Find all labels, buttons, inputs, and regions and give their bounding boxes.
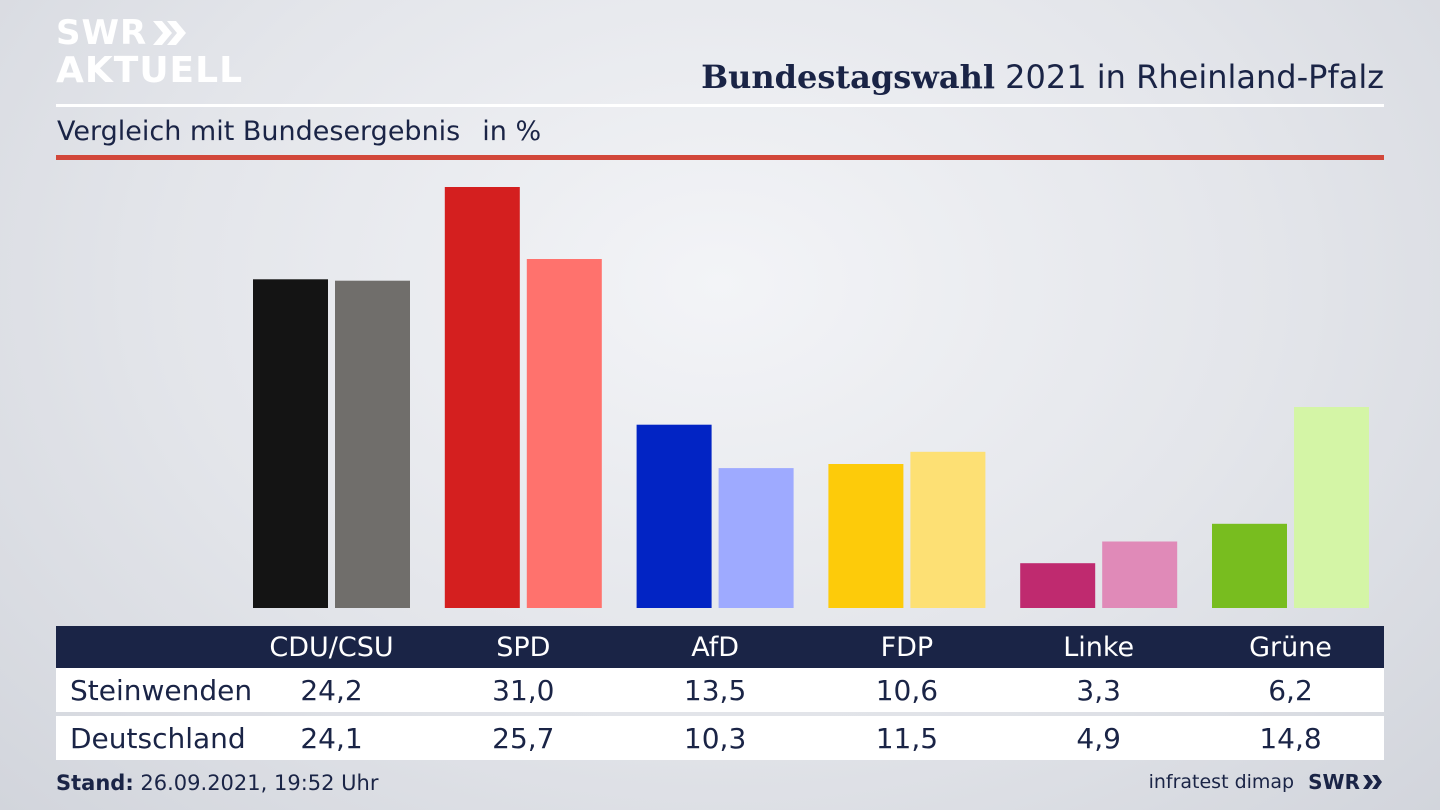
bar-linke-deutschland [1102,541,1178,608]
column-header: SPD [496,631,551,663]
bar-grüne-steinwenden [1212,523,1287,608]
table-cell: 24,2 [300,673,363,707]
title-rest: 2021 in Rheinland-Pfalz [995,58,1384,96]
results-table: CDU/CSU SPD AfD FDP Linke Grüne Steinwenden 24… [56,626,1384,760]
bar-spd-deutschland [526,259,602,608]
column-header: Grüne [1249,631,1332,663]
table-cell: 11,5 [875,721,939,755]
bar-cdu-csu-deutschland [335,280,410,608]
page-title: Bundestagswahl 2021 in Rheinland-Pfalz [701,58,1384,96]
table-cell: 13,5 [683,673,747,707]
table-cell: 10,6 [875,673,939,707]
logo-line1: SWR [56,13,148,53]
bar-afd-steinwenden [636,424,712,608]
table-cell: 6,2 [1268,673,1313,707]
table-cell: 25,7 [492,721,555,755]
swr-brand: SWR [1308,770,1384,794]
brand-label: SWR [1308,770,1360,794]
timestamp: Stand: 26.09.2021, 19:52 Uhr [56,771,379,795]
column-header: FDP [880,631,934,663]
logo-line2: AKTUELL [56,50,244,91]
table-cell: 31,0 [492,673,555,707]
row-label: Steinwenden [70,673,253,707]
bar-grüne-deutschland [1294,407,1369,608]
subtitle-text: Vergleich mit Bundesergebnis [57,116,461,147]
unit-label: in % [482,116,542,147]
source-label: infratest dimap [1148,771,1295,793]
chart-subtitle: Vergleich mit Bundesergebnis in % [57,116,541,147]
table-body: Steinwenden 24,2 31,0 13,5 10,6 3,3 6,2 Deutsch… [56,668,1384,760]
title-bold: Bundestagswahl [701,58,995,96]
source-credit: infratest dimap SWR [1149,770,1384,794]
stand-value: 26.09.2021, 19:52 Uhr [133,771,379,795]
brand-chevrons-icon [1363,775,1382,789]
table-cell: 10,3 [683,721,747,755]
table-header: CDU/CSU SPD AfD FDP Linke Grüne [56,626,1384,668]
table-cell: 3,3 [1076,673,1121,707]
table-cell: 24,1 [300,721,363,755]
header-divider [56,104,1384,107]
chevrons-icon [153,21,187,45]
bar-spd-steinwenden [444,187,520,608]
table-cell: 4,9 [1076,721,1121,755]
bar-fdp-steinwenden [828,464,904,608]
row-label: Deutschland [70,721,246,755]
bar-fdp-deutschland [910,451,986,608]
column-header: CDU/CSU [269,631,394,663]
swr-aktuell-logo: SWR AKTUELL [56,16,243,89]
table-row: Steinwenden 24,2 31,0 13,5 10,6 3,3 6,2 [56,668,1384,712]
table-row: Deutschland 24,1 25,7 10,3 11,5 4,9 14,8 [56,716,1384,760]
bar-linke-steinwenden [1020,563,1096,608]
stand-label: Stand: [56,771,134,795]
column-header: Linke [1063,631,1135,663]
bar-chart [253,187,1369,608]
column-header: AfD [691,631,739,663]
table-cell: 14,8 [1259,721,1322,755]
accent-rule [56,155,1384,160]
bar-cdu-csu-steinwenden [253,279,328,608]
bar-afd-deutschland [718,468,794,608]
